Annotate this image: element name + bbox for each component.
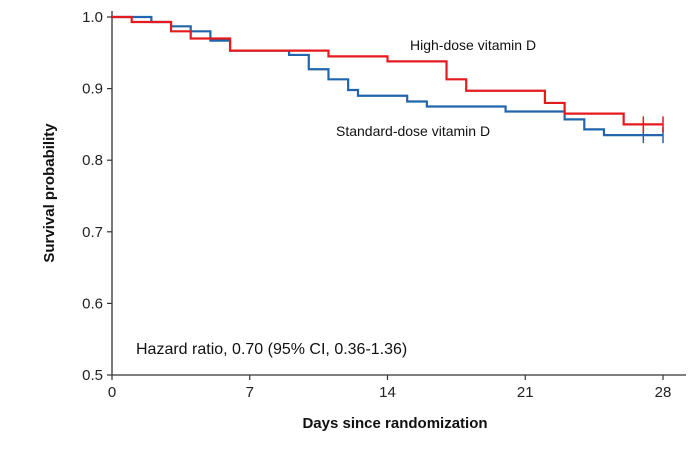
y-tick-label: 0.7: [82, 224, 103, 241]
series-line-1: [112, 15, 663, 137]
x-ticks: 0 7 14 21 28: [108, 375, 672, 401]
y-tick-label: 0.6: [82, 295, 103, 312]
x-tick-label: 0: [108, 384, 116, 401]
y-tick-label: 0.9: [82, 81, 103, 98]
y-tick-label: 0.5: [82, 367, 103, 384]
y-tick-label: 0.8: [82, 152, 103, 169]
x-tick-label: 14: [379, 384, 396, 401]
y-tick-label: 1.0: [82, 9, 103, 26]
x-tick-label: 7: [246, 384, 254, 401]
y-axis-title: Survival probability: [41, 123, 58, 263]
axes: [111, 11, 686, 376]
hazard-ratio-annotation: Hazard ratio, 0.70 (95% CI, 0.36-1.36): [136, 341, 407, 358]
series-layer: [112, 15, 664, 144]
series-line-0: [112, 15, 663, 126]
series-label-standard-dose: Standard-dose vitamin D: [336, 123, 490, 139]
x-tick-label: 21: [517, 384, 534, 401]
y-ticks: 0.5 0.6 0.7 0.8 0.9 1.0: [82, 9, 112, 384]
x-axis-title: Days since randomization: [302, 415, 487, 432]
x-tick-label: 28: [655, 384, 672, 401]
series-label-high-dose: High-dose vitamin D: [410, 37, 536, 53]
